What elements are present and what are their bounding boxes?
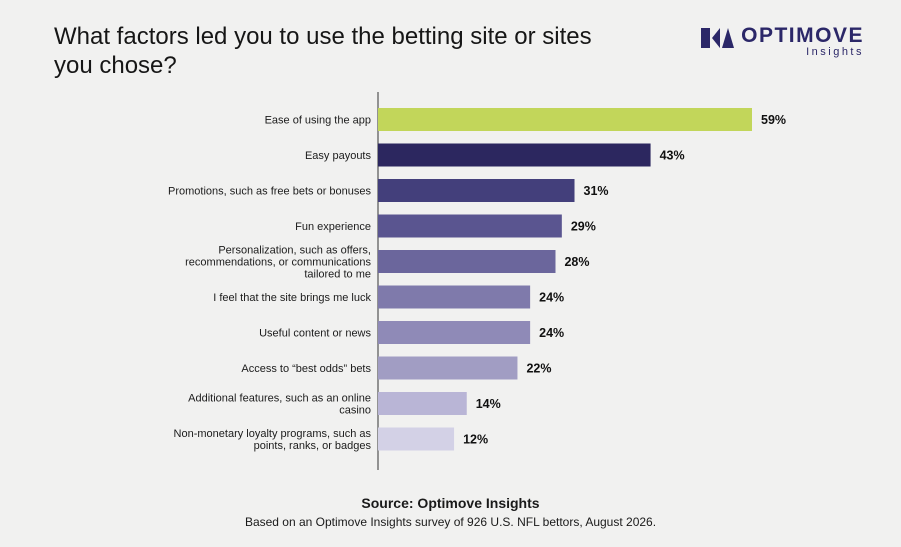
source-text: Source: Optimove Insights (361, 495, 540, 511)
bar-value-label: 14% (476, 397, 501, 411)
bar-value-label: 24% (539, 291, 564, 305)
bar (378, 250, 556, 273)
survey-note: Based on an Optimove Insights survey of … (244, 515, 657, 529)
category-label: Access to “best odds” bets (241, 363, 371, 375)
category-label: Easy payouts (305, 150, 372, 162)
optimove-logo: OPTIMOVE Insights (701, 24, 864, 58)
bar (378, 321, 531, 344)
bar (378, 143, 651, 167)
bar (378, 179, 575, 202)
bar (378, 427, 455, 451)
category-label: Ease of using the app (265, 115, 371, 127)
bar-value-label: 24% (539, 326, 564, 340)
category-label: Useful content or news (259, 328, 371, 340)
category-label: recommendations, or communications (185, 257, 371, 269)
chart-title: What factors led you to use the betting … (54, 23, 592, 79)
bar-value-label: 29% (571, 220, 596, 234)
bar-value-label: 59% (761, 113, 786, 127)
logo-subtitle: Insights (806, 46, 864, 58)
category-label: tailored to me (304, 269, 371, 281)
bar (378, 214, 562, 238)
optimove-logo-icon (701, 28, 735, 48)
category-label: Additional features, such as an online (188, 393, 371, 405)
bar-value-label: 22% (526, 362, 551, 376)
category-label: Personalization, such as offers, (218, 245, 371, 257)
bar-value-label: 12% (463, 433, 488, 447)
category-label: Promotions, such as free bets or bonuses (168, 186, 371, 198)
category-label: casino (339, 405, 371, 417)
bar-value-label: 31% (584, 184, 609, 198)
category-label: points, ranks, or badges (254, 440, 372, 452)
category-label: Fun experience (295, 221, 371, 233)
bar (378, 356, 518, 380)
category-label: I feel that the site brings me luck (213, 292, 371, 304)
bar (378, 285, 531, 309)
bar-chart: 59% Ease of using the app 43% Easy payouts 3… (168, 92, 786, 470)
bar (378, 108, 752, 131)
bar-value-label: 43% (660, 149, 685, 163)
logo-wordmark: OPTIMOVE (741, 24, 864, 47)
bar (378, 392, 467, 415)
bar-value-label: 28% (564, 255, 589, 269)
category-label: Non-monetary loyalty programs, such as (174, 428, 372, 440)
